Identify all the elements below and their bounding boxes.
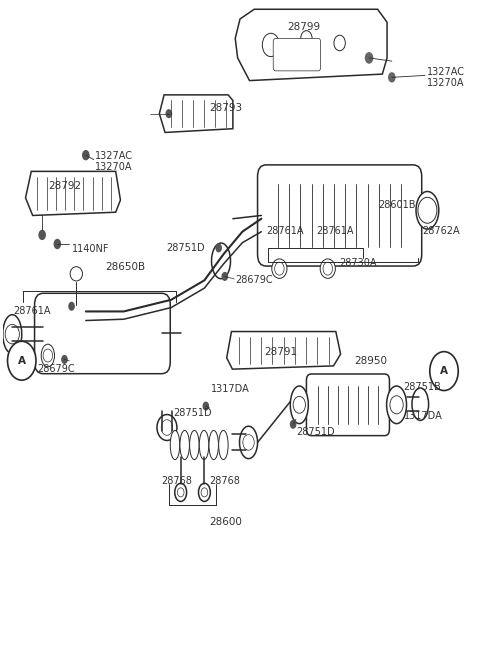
Circle shape [301, 31, 312, 46]
Ellipse shape [157, 415, 177, 441]
Circle shape [275, 262, 284, 275]
Text: 28679C: 28679C [235, 275, 273, 285]
Circle shape [388, 72, 396, 82]
Ellipse shape [219, 430, 228, 460]
Circle shape [293, 396, 305, 413]
Ellipse shape [170, 430, 180, 460]
Ellipse shape [190, 430, 199, 460]
Circle shape [334, 35, 345, 51]
Text: 28751B: 28751B [404, 382, 442, 392]
Text: A: A [440, 366, 448, 376]
Circle shape [221, 272, 228, 281]
Text: 28600: 28600 [209, 517, 242, 526]
Text: 1317DA: 1317DA [211, 384, 249, 394]
Polygon shape [227, 332, 341, 369]
Circle shape [290, 420, 297, 429]
Circle shape [161, 420, 173, 436]
Text: 28799: 28799 [288, 22, 321, 33]
FancyBboxPatch shape [258, 165, 422, 266]
Circle shape [43, 349, 53, 362]
Ellipse shape [70, 267, 83, 281]
Ellipse shape [272, 259, 287, 279]
Ellipse shape [175, 483, 187, 502]
Text: 28751D: 28751D [167, 243, 205, 253]
Text: 1140NF: 1140NF [72, 244, 109, 254]
Ellipse shape [199, 430, 209, 460]
Text: 28762A: 28762A [423, 226, 460, 236]
Circle shape [430, 352, 458, 390]
Ellipse shape [3, 315, 22, 354]
Circle shape [178, 488, 184, 497]
Ellipse shape [199, 483, 210, 502]
Circle shape [262, 33, 279, 57]
Ellipse shape [320, 259, 336, 279]
Circle shape [82, 150, 90, 160]
Text: 28761A: 28761A [316, 226, 353, 236]
Circle shape [390, 396, 403, 414]
Polygon shape [159, 95, 233, 133]
Text: 28792: 28792 [48, 181, 81, 190]
Ellipse shape [416, 192, 439, 229]
Circle shape [203, 402, 209, 411]
Circle shape [365, 52, 373, 63]
FancyBboxPatch shape [273, 39, 321, 71]
Ellipse shape [412, 388, 429, 421]
Text: 28601B: 28601B [379, 200, 416, 210]
Text: 28730A: 28730A [340, 258, 377, 268]
Text: 28761A: 28761A [13, 306, 51, 316]
Text: 1327AC
13270A: 1327AC 13270A [96, 151, 133, 172]
Text: 1317DA: 1317DA [404, 411, 443, 421]
Ellipse shape [290, 386, 308, 424]
Text: 28768: 28768 [209, 476, 240, 487]
Polygon shape [25, 171, 120, 215]
Text: 28679C: 28679C [37, 364, 74, 374]
Circle shape [5, 324, 19, 344]
Text: 28751D: 28751D [174, 407, 212, 418]
Circle shape [68, 301, 75, 311]
Text: 28791: 28791 [264, 347, 298, 356]
Circle shape [216, 243, 222, 252]
Text: 28793: 28793 [209, 103, 242, 113]
Circle shape [8, 341, 36, 380]
FancyBboxPatch shape [306, 374, 389, 436]
Circle shape [243, 435, 254, 450]
Text: 28650B: 28650B [105, 262, 145, 272]
Ellipse shape [240, 426, 258, 458]
Ellipse shape [41, 344, 55, 367]
Circle shape [323, 262, 333, 275]
Text: 28761A: 28761A [266, 226, 303, 236]
Text: 28751D: 28751D [296, 427, 335, 437]
Ellipse shape [386, 386, 407, 424]
Text: 28768: 28768 [162, 476, 192, 487]
Ellipse shape [209, 430, 218, 460]
FancyBboxPatch shape [35, 293, 170, 373]
Circle shape [418, 198, 437, 223]
Circle shape [61, 355, 68, 364]
Ellipse shape [212, 243, 230, 279]
Text: A: A [18, 356, 26, 366]
Circle shape [38, 230, 46, 240]
Circle shape [166, 109, 172, 118]
Circle shape [201, 488, 208, 497]
Circle shape [54, 239, 61, 249]
Text: 28950: 28950 [354, 356, 387, 366]
Ellipse shape [180, 430, 190, 460]
Text: 1327AC
13270A: 1327AC 13270A [427, 67, 466, 88]
Polygon shape [235, 9, 387, 80]
